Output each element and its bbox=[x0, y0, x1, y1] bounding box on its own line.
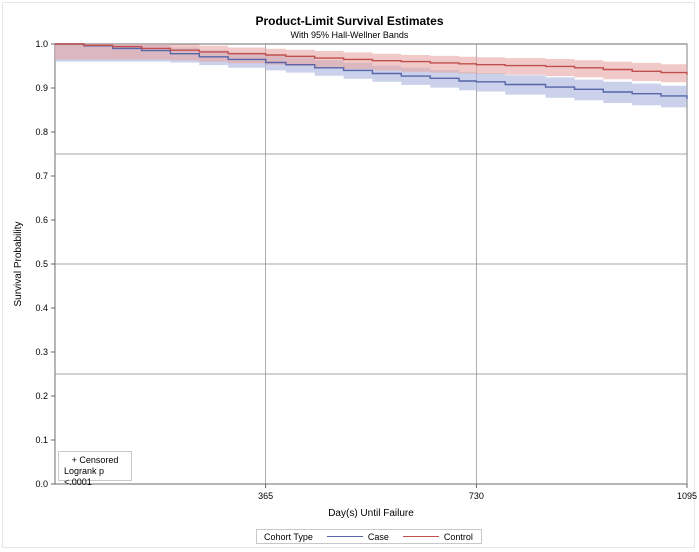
y-tick-label: 0.0 bbox=[35, 479, 48, 489]
chart-subtitle: With 95% Hall-Wellner Bands bbox=[290, 30, 409, 40]
y-tick-label: 0.3 bbox=[35, 347, 48, 357]
legend-label-control: Control bbox=[443, 531, 473, 542]
y-tick-label: 0.5 bbox=[35, 259, 48, 269]
legend-label-case: Case bbox=[367, 531, 389, 542]
logrank-note: Logrank p <.0001 bbox=[64, 466, 105, 487]
y-tick-label: 0.4 bbox=[35, 303, 48, 313]
survival-line-control bbox=[55, 43, 688, 75]
y-tick-label: 0.1 bbox=[35, 435, 48, 445]
legend-title: Cohort Type bbox=[264, 531, 313, 542]
legend-swatch-control bbox=[402, 536, 439, 537]
x-tick-label: 365 bbox=[258, 491, 273, 501]
x-tick-label: 730 bbox=[469, 491, 484, 501]
confidence-band-control bbox=[55, 44, 687, 83]
y-tick-label: 0.7 bbox=[35, 171, 48, 181]
legend: Cohort Type Case Control bbox=[256, 529, 482, 544]
y-tick-label: 0.8 bbox=[35, 127, 48, 137]
chart-title: Product-Limit Survival Estimates bbox=[255, 14, 444, 28]
y-tick-label: 0.9 bbox=[35, 83, 48, 93]
legend-swatch-case bbox=[326, 536, 363, 537]
censored-inset: + Censored Logrank p <.0001 bbox=[58, 451, 132, 487]
survival-line-case bbox=[55, 43, 688, 99]
y-tick-label: 0.6 bbox=[35, 215, 48, 225]
y-tick-label: 1.0 bbox=[35, 39, 48, 49]
y-axis-label: Survival Probability bbox=[13, 221, 24, 306]
x-tick-label: 1095 bbox=[677, 491, 697, 501]
x-axis-label: Day(s) Until Failure bbox=[328, 508, 414, 519]
y-tick-label: 0.2 bbox=[35, 391, 48, 401]
censored-note: + Censored bbox=[71, 455, 119, 465]
